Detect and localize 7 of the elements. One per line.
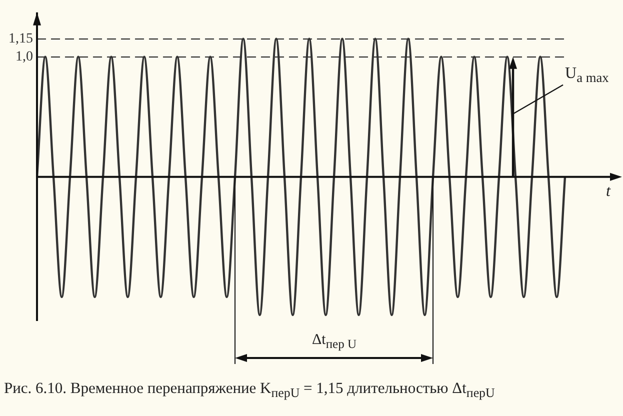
- text: U$_{a max}$: [565, 64, 609, 86]
- text: Рис. 6.10. Временное перенапряжение K$_{перU}$ = 1,15 длительностью Δt$_{перU}$: [4, 380, 495, 402]
- y-tick-label: 1,0: [16, 50, 33, 64]
- line-series: [36, 38, 566, 316]
- text: Δt$_{пер U}$: [312, 332, 356, 352]
- x-axis-title: t: [606, 182, 610, 201]
- y-tick-label: 1,15: [8, 31, 33, 46]
